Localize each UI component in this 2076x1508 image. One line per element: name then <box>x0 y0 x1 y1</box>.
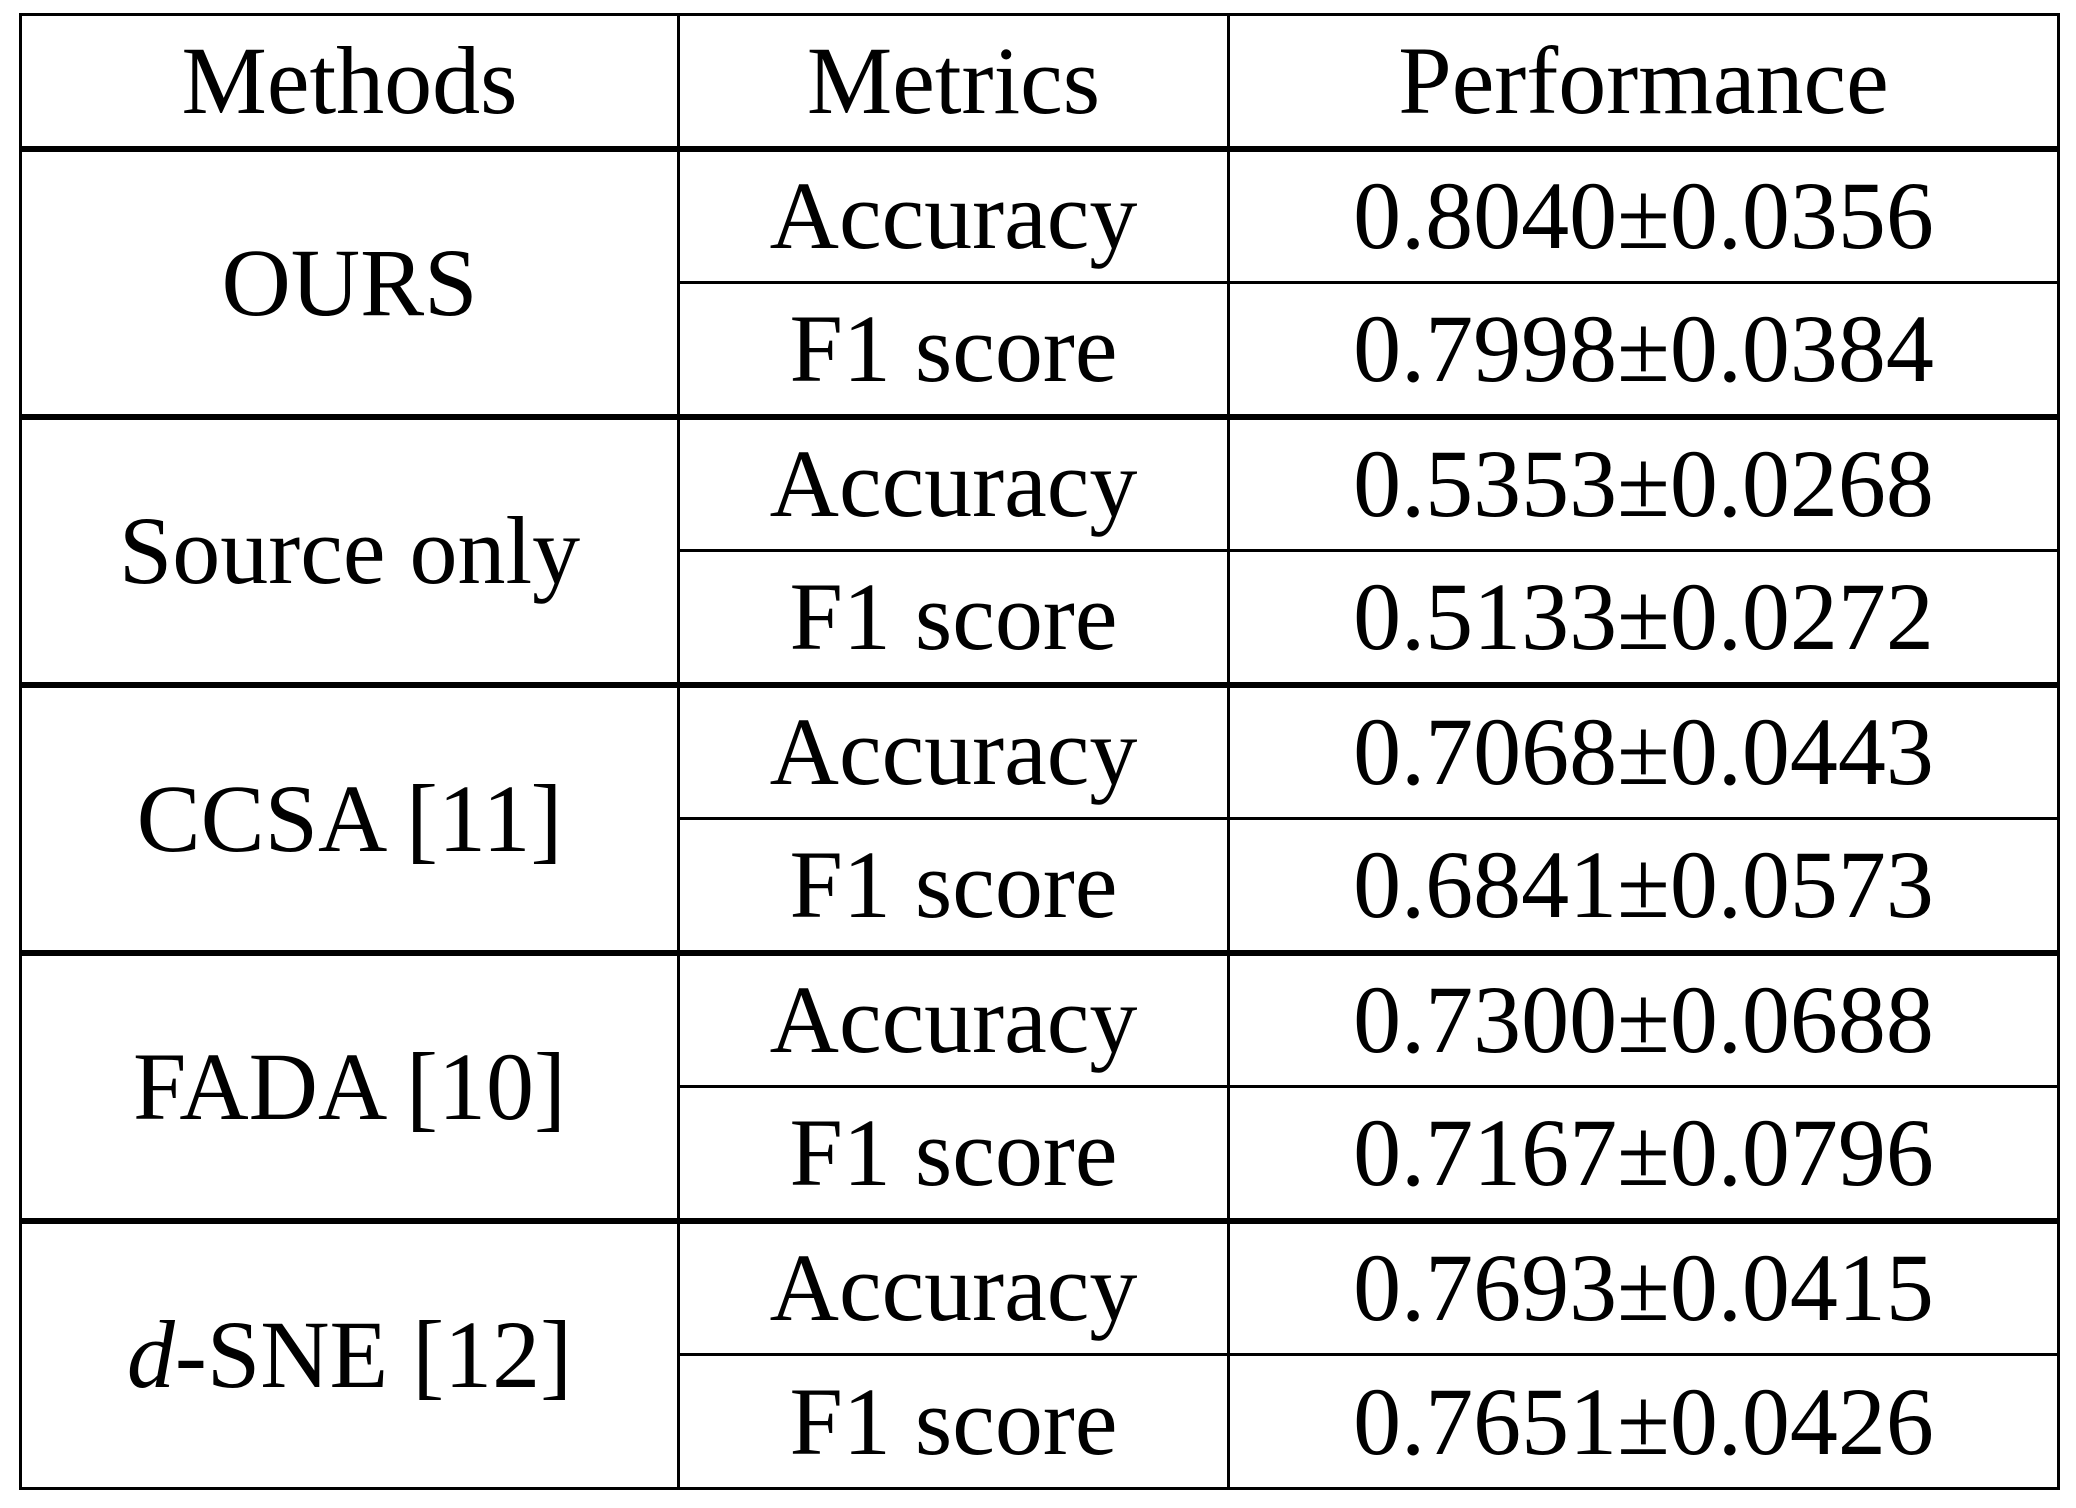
metric-cell: Accuracy <box>677 681 1230 820</box>
performance-cell: 0.7651±0.0426 <box>1227 1353 2060 1490</box>
metric-cell: F1 score <box>677 549 1230 686</box>
table-row: d-SNE [12] Accuracy 0.7693±0.0415 <box>19 1217 2060 1490</box>
header-row: Methods Metrics Performance <box>19 13 2060 152</box>
metric-cell: F1 score <box>677 281 1230 418</box>
metric-cell: Accuracy <box>677 949 1230 1088</box>
table-row: Source only Accuracy 0.5353±0.0268 <box>19 413 2060 686</box>
performance-cell: 0.7300±0.0688 <box>1227 949 2060 1088</box>
table-row: F1 score 0.7167±0.0796 <box>21 1085 2060 1222</box>
header-performance: Performance <box>1227 13 2060 152</box>
header-metrics: Metrics <box>677 13 1230 152</box>
table-row: CCSA [11] Accuracy 0.7068±0.0443 <box>19 681 2060 954</box>
method-cell: Source only <box>19 413 680 686</box>
method-cell: FADA [10] <box>19 949 680 1222</box>
performance-cell: 0.6841±0.0573 <box>1227 817 2060 954</box>
method-cell: OURS <box>19 145 680 418</box>
table-row: F1 score 0.6841±0.0573 <box>21 817 2060 954</box>
performance-cell: 0.7167±0.0796 <box>1227 1085 2060 1222</box>
method-cell: CCSA [11] <box>19 681 680 954</box>
table-row: F1 score 0.7998±0.0384 <box>21 281 2060 418</box>
performance-cell: 0.7693±0.0415 <box>1227 1217 2060 1356</box>
table-row: F1 score 0.7651±0.0426 <box>21 1353 2060 1490</box>
metric-cell: F1 score <box>677 1353 1230 1490</box>
header-methods: Methods <box>19 13 680 152</box>
metric-cell: Accuracy <box>677 413 1230 552</box>
metric-cell: F1 score <box>677 817 1230 954</box>
method-prefix: d <box>126 1301 175 1409</box>
metric-cell: Accuracy <box>677 1217 1230 1356</box>
metric-cell: Accuracy <box>677 145 1230 284</box>
table-row: FADA [10] Accuracy 0.7300±0.0688 <box>19 949 2060 1222</box>
metric-cell: F1 score <box>677 1085 1230 1222</box>
performance-cell: 0.5133±0.0272 <box>1227 549 2060 686</box>
table-row: OURS Accuracy 0.8040±0.0356 <box>19 145 2060 418</box>
performance-cell: 0.7068±0.0443 <box>1227 681 2060 820</box>
table-row: F1 score 0.5133±0.0272 <box>21 549 2060 686</box>
performance-cell: 0.7998±0.0384 <box>1227 281 2060 418</box>
performance-cell: 0.8040±0.0356 <box>1227 145 2060 284</box>
performance-cell: 0.5353±0.0268 <box>1227 413 2060 552</box>
method-suffix: -SNE [12] <box>174 1301 573 1409</box>
results-table: Methods Metrics Performance OURS Accurac… <box>19 13 2060 1490</box>
method-cell: d-SNE [12] <box>19 1217 680 1490</box>
